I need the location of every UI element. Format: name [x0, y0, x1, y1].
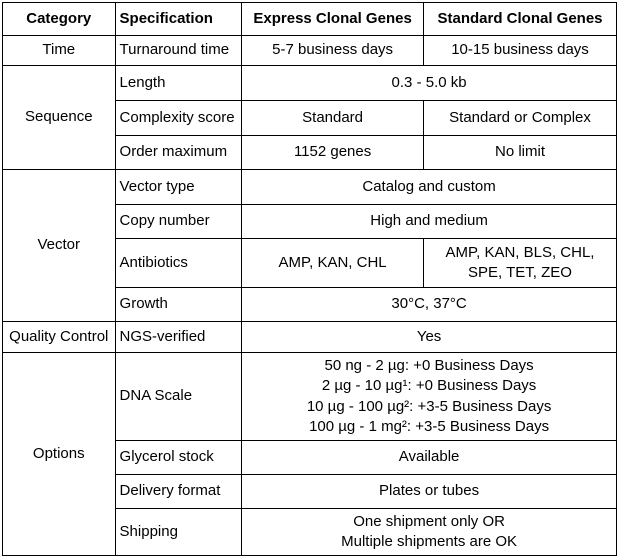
- column-header-specification: Specification: [114, 2, 243, 36]
- table-row-turnaround: Time Turnaround time 5-7 business days 1…: [2, 35, 617, 66]
- spec-cell-ngs-verified: NGS-verified: [114, 321, 243, 353]
- value-cell-delivery-format-merged: Plates or tubes: [241, 474, 617, 509]
- category-cell-options: Options: [2, 352, 116, 556]
- value-cell-turnaround-standard: 10-15 business days: [423, 35, 617, 66]
- spec-cell-antibiotics: Antibiotics: [114, 238, 243, 288]
- table-row-copy-number: Copy number High and medium: [3, 204, 617, 239]
- table-row-antibiotics: Antibiotics AMP, KAN, CHL AMP, KAN, BLS,…: [3, 238, 617, 288]
- value-cell-length-merged: 0.3 - 5.0 kb: [241, 65, 617, 101]
- spec-cell-turnaround-time: Turnaround time: [114, 35, 243, 66]
- value-cell-complexity-express: Standard: [241, 100, 425, 136]
- spec-cell-length: Length: [114, 65, 243, 101]
- spec-cell-growth: Growth: [114, 287, 243, 322]
- spec-cell-order-maximum: Order maximum: [114, 135, 243, 170]
- value-cell-growth-merged: 30°C, 37°C: [241, 287, 617, 322]
- table-row-ngs-verified: Quality Control NGS-verified Yes: [2, 321, 617, 353]
- spec-cell-complexity-score: Complexity score: [114, 100, 243, 136]
- value-cell-order-maximum-express: 1152 genes: [241, 135, 425, 170]
- table-row-length: Sequence Length 0.3 - 5.0 kb: [2, 65, 617, 170]
- table-row-complexity: Complexity score Standard Standard or Co…: [3, 100, 617, 136]
- value-cell-vector-type-merged: Catalog and custom: [241, 169, 617, 205]
- table-row-delivery-format: Delivery format Plates or tubes: [3, 474, 617, 509]
- header-row: Category Specification Express Clonal Ge…: [2, 2, 617, 36]
- category-cell-vector: Vector: [2, 169, 116, 322]
- value-cell-ngs-verified-merged: Yes: [241, 321, 617, 353]
- column-header-express-clonal-genes: Express Clonal Genes: [241, 2, 425, 36]
- table-row-vector-type: Vector Vector type Catalog and custom: [2, 169, 617, 322]
- value-cell-turnaround-express: 5-7 business days: [241, 35, 425, 66]
- table-row-dna-scale: Options DNA Scale 50 ng - 2 µg: +0 Busin…: [2, 352, 617, 556]
- value-cell-antibiotics-express: AMP, KAN, CHL: [241, 238, 425, 288]
- value-cell-shipping-merged: One shipment only OR Multiple shipments …: [241, 508, 617, 556]
- value-cell-glycerol-stock-merged: Available: [241, 440, 617, 475]
- category-cell-time: Time: [2, 35, 116, 66]
- column-header-category: Category: [2, 2, 116, 36]
- spec-cell-delivery-format: Delivery format: [114, 474, 243, 509]
- value-cell-copy-number-merged: High and medium: [241, 204, 617, 239]
- value-cell-complexity-standard: Standard or Complex: [423, 100, 617, 136]
- category-cell-sequence: Sequence: [2, 65, 116, 170]
- spec-cell-dna-scale: DNA Scale: [114, 352, 243, 441]
- spec-cell-vector-type: Vector type: [114, 169, 243, 205]
- category-cell-quality-control: Quality Control: [2, 321, 116, 353]
- spec-cell-shipping: Shipping: [114, 508, 243, 556]
- column-header-standard-clonal-genes: Standard Clonal Genes: [423, 2, 617, 36]
- table-row-order-maximum: Order maximum 1152 genes No limit: [3, 135, 617, 170]
- value-cell-dna-scale-merged: 50 ng - 2 µg: +0 Business Days 2 µg - 10…: [241, 352, 617, 441]
- value-cell-antibiotics-standard: AMP, KAN, BLS, CHL, SPE, TET, ZEO: [423, 238, 617, 288]
- spec-cell-glycerol-stock: Glycerol stock: [114, 440, 243, 475]
- value-cell-order-maximum-standard: No limit: [423, 135, 617, 170]
- spec-cell-copy-number: Copy number: [114, 204, 243, 239]
